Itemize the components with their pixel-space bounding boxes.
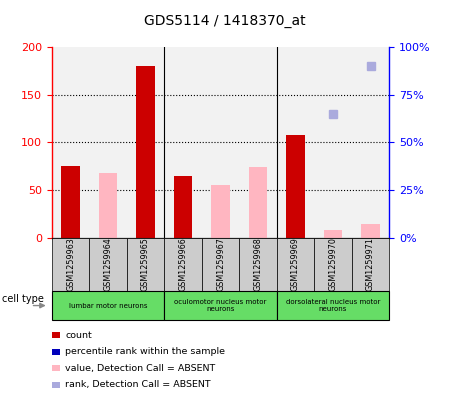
Text: GSM1259963: GSM1259963 [66,237,75,291]
Text: GSM1259964: GSM1259964 [104,237,112,291]
Bar [99,173,117,238]
Text: GDS5114 / 1418370_at: GDS5114 / 1418370_at [144,14,306,28]
Text: oculomotor nucleus motor
neurons: oculomotor nucleus motor neurons [174,299,267,312]
Bar [324,230,342,238]
Bar [136,66,155,238]
Text: count: count [65,331,92,340]
Text: value, Detection Call = ABSENT: value, Detection Call = ABSENT [65,364,216,373]
Bar [211,185,230,238]
Text: cell type: cell type [2,294,44,304]
Text: GSM1259967: GSM1259967 [216,237,225,291]
Bar [248,167,267,238]
Text: dorsolateral nucleus motor
neurons: dorsolateral nucleus motor neurons [286,299,380,312]
Text: rank, Detection Call = ABSENT: rank, Detection Call = ABSENT [65,380,211,389]
Text: GSM1259971: GSM1259971 [366,237,375,291]
Bar [174,176,193,238]
Bar [61,166,80,238]
Text: lumbar motor neurons: lumbar motor neurons [69,303,147,309]
Text: GSM1259968: GSM1259968 [253,237,262,291]
Bar [286,135,305,238]
Text: percentile rank within the sample: percentile rank within the sample [65,347,225,356]
Text: GSM1259966: GSM1259966 [179,237,188,291]
Bar [361,224,380,238]
Text: GSM1259969: GSM1259969 [291,237,300,291]
Text: GSM1259965: GSM1259965 [141,237,150,291]
Text: GSM1259970: GSM1259970 [328,237,338,291]
